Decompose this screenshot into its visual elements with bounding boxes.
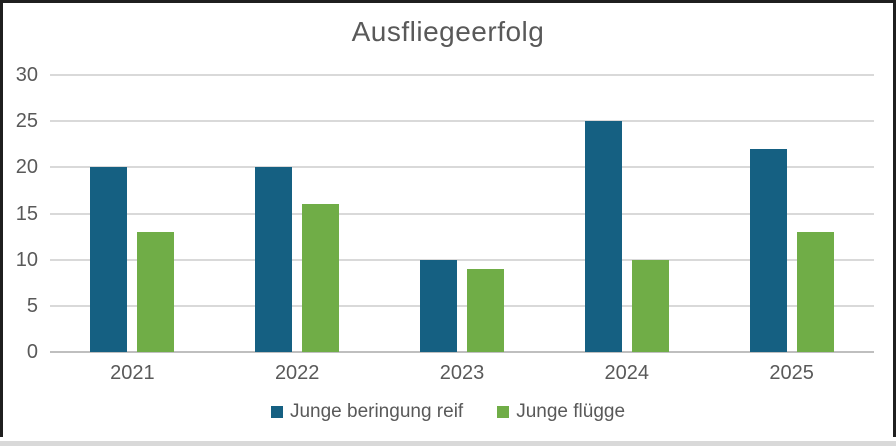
bar-series1-2024[interactable] [631,259,669,352]
legend: Junge beringung reif Junge flügge [0,401,896,423]
gridline-15 [50,212,874,215]
y-axis-tick-label-15: 15 [15,202,38,225]
y-axis-tick-label-25: 25 [15,110,38,133]
y-axis-tick-label-0: 0 [26,341,38,363]
y-axis-tick-label-5: 5 [26,294,38,317]
chart-title: Ausfliegeerfolg [351,16,545,47]
x-axis-tick-label-2021: 2021 [110,362,155,384]
gridline-30 [50,74,874,76]
x-axis-tick-label-2024: 2024 [604,362,650,384]
legend-swatch-blue [270,406,283,418]
bottom-edge-strip [0,441,896,446]
gridline-20 [50,166,874,169]
y-axis-tick-label-20: 20 [15,156,38,179]
gridline-5 [50,304,874,307]
gridline-10 [50,258,874,261]
bar-series1-2025[interactable] [796,231,834,352]
chart-border-frame [0,0,896,437]
legend-item-junge-beringung-reif[interactable]: Junge beringung reif [270,401,464,423]
legend-item-junge-fluegge[interactable]: Junge flügge [497,401,625,423]
bar-series1-2021[interactable] [137,231,175,352]
bar-series1-2023[interactable] [467,268,504,352]
y-axis-tick-label-30: 30 [15,64,38,86]
gridline-25 [50,120,874,123]
legend-swatch-green [497,406,510,418]
x-axis-tick-label-2025: 2025 [769,362,814,384]
legend-label: Junge flügge [516,401,626,422]
x-axis-tick-label-2023: 2023 [439,362,485,384]
bar-series0-2025[interactable] [749,148,787,352]
y-axis-tick-label-10: 10 [15,248,38,271]
bar-series1-2022[interactable] [302,204,340,352]
bar-series0-2022[interactable] [255,167,293,352]
x-axis-tick-label-2022: 2022 [274,362,320,384]
gridline-0 [50,351,874,353]
bar-series0-2024[interactable] [584,121,622,352]
bar-series0-2023[interactable] [420,259,457,352]
bar-series0-2021[interactable] [90,167,128,352]
legend-label: Junge beringung reif [289,401,464,422]
